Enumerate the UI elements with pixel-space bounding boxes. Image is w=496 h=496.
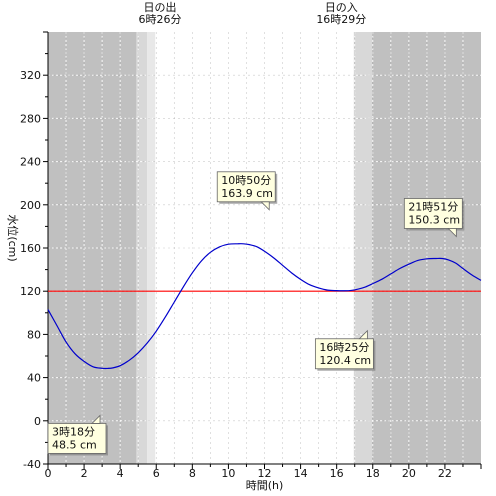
x-tick-label: 4 [117,467,124,480]
sunset-time: 16時29分 [316,13,366,26]
annotation-level: 163.9 cm [221,187,273,200]
annotation-time: 3時18分 [52,425,95,438]
annotation-level: 150.3 cm [408,213,460,226]
x-tick-label: 18 [366,467,380,480]
y-tick-label: 160 [20,242,41,255]
x-tick-label: 0 [45,467,52,480]
y-tick-label: 240 [20,156,41,169]
y-tick-label: 0 [34,415,41,428]
y-tick-label: -40 [23,458,41,471]
y-tick-label: 200 [20,199,41,212]
y-tick-label: 40 [27,372,41,385]
dawn-band [147,32,156,464]
annotation-time: 10時50分 [221,174,271,187]
tide-series-line [47,243,482,370]
annotation-level: 120.4 cm [319,354,371,367]
annotation-pointer [91,414,101,424]
x-tick-label: 22 [438,467,452,480]
annotation-pointer [260,201,270,211]
annotation-box [314,338,374,370]
annotation-pointer [447,228,457,238]
annotation-box [216,171,276,203]
x-tick-label: 12 [258,467,272,480]
grid-lines [48,32,481,464]
annotation-pointer [358,329,368,340]
annotation-level: 48.5 cm [52,438,97,451]
x-tick-label: 16 [330,467,344,480]
y-tick-label: 320 [20,69,41,82]
sunrise-time: 6時26分 [139,13,182,26]
x-tick-label: 20 [402,467,416,480]
sunset-title: 日の入 [325,1,358,14]
x-tick-label: 2 [81,467,88,480]
annotation-time: 21時51分 [408,200,458,213]
y-tick-label: 80 [27,328,41,341]
x-axis-label: 時間(h) [246,479,284,492]
x-tick-label: 8 [189,467,196,480]
axes: 0 2 4 6 8 10 12 14 16 18 20 22 -40 0 40 80 120 160 200 240 2… [20,31,482,480]
x-tick-label: 14 [294,467,308,480]
y-tick-label: 120 [20,285,41,298]
annotation-time: 16時25分 [319,341,369,354]
annotation-box [47,423,107,454]
y-axis-label: 水位(cm) [6,214,20,261]
x-tick-label: 6 [153,467,160,480]
series-group [47,243,482,370]
x-tick-label: 10 [221,467,235,480]
annotation-box [403,198,463,229]
y-tick-label: 280 [20,112,41,125]
sunrise-title: 日の出 [144,0,177,14]
